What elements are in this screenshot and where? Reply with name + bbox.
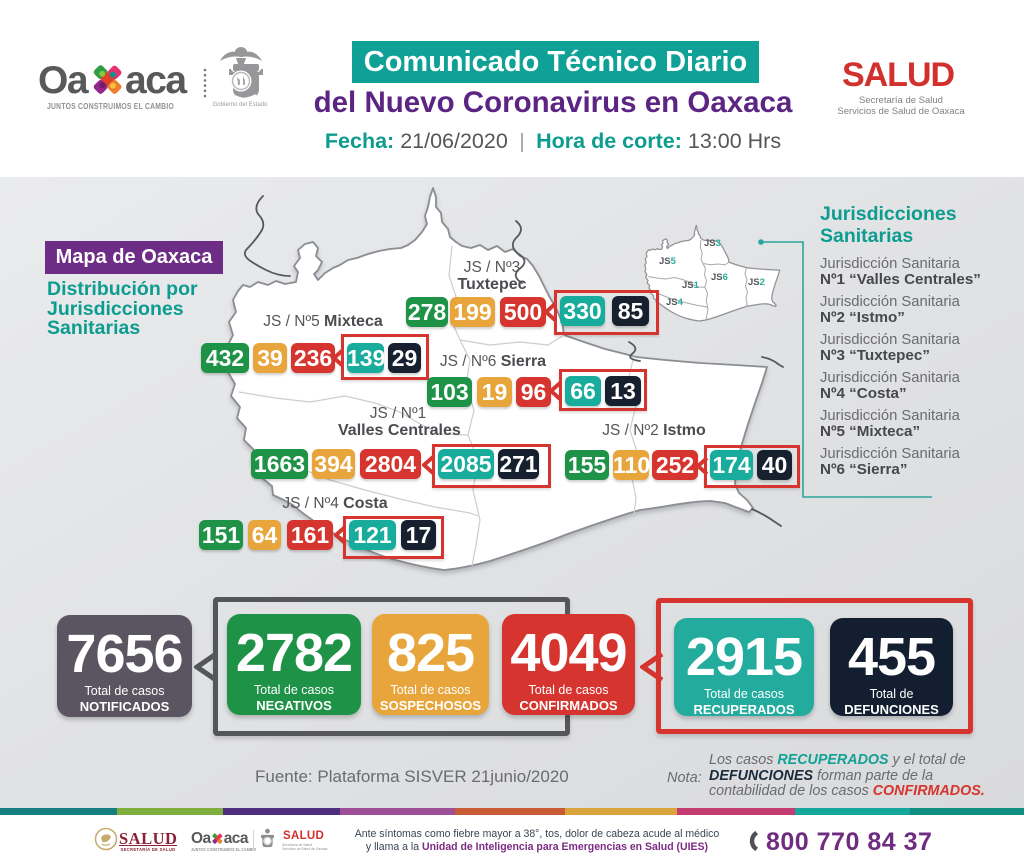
svg-text:JS2: JS2	[748, 277, 765, 288]
svg-text:JS1: JS1	[682, 280, 700, 291]
svg-text:JS4: JS4	[666, 297, 684, 308]
svg-text:JS5: JS5	[659, 256, 677, 267]
svg-text:JS6: JS6	[711, 272, 728, 283]
svg-text:JS3: JS3	[704, 238, 721, 249]
